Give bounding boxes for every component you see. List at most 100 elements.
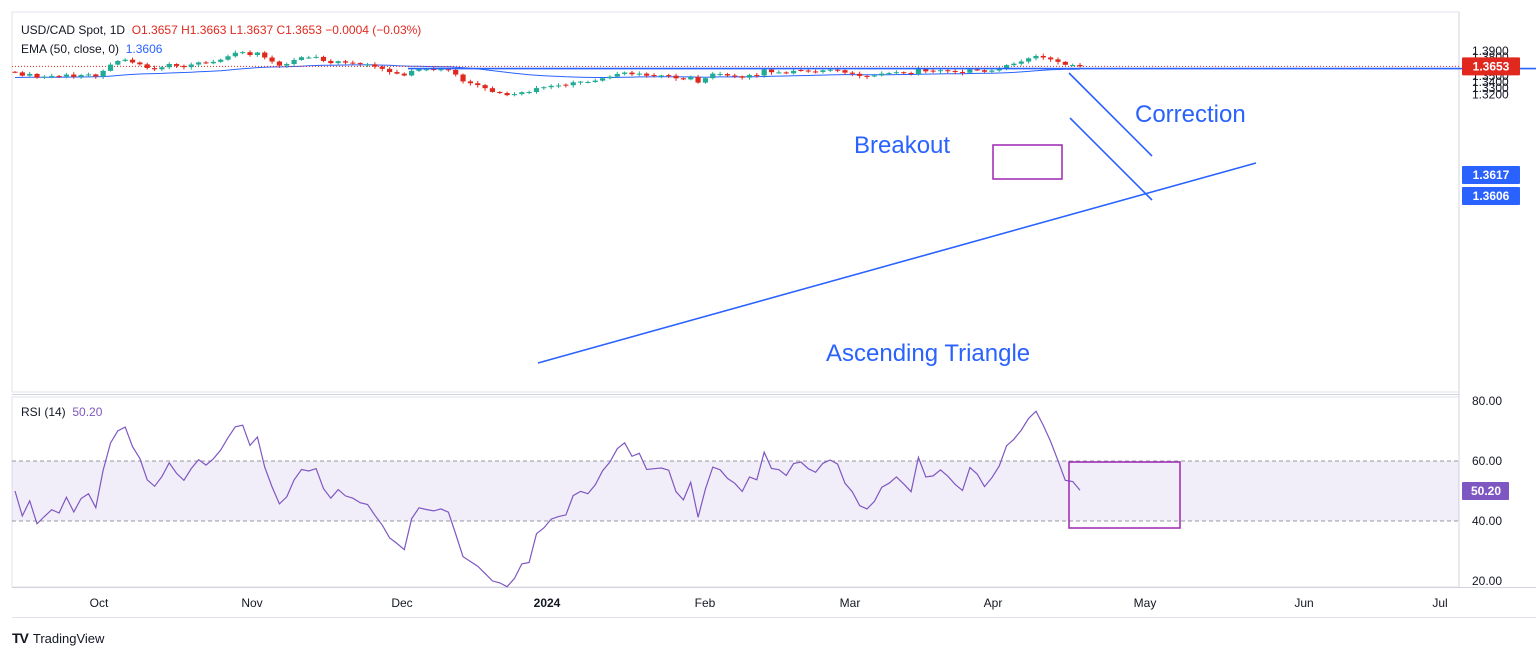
candle-body <box>107 64 114 71</box>
candle-body <box>673 75 679 79</box>
rsi-line <box>14 410 1081 588</box>
candle-body <box>790 70 797 74</box>
rsi-tick-label: 40.00 <box>1472 514 1502 528</box>
candle-body <box>269 57 275 62</box>
candle-body <box>651 74 657 76</box>
candle-body <box>262 52 268 58</box>
candle-body <box>181 65 187 68</box>
candle-body <box>577 81 584 83</box>
candle-body <box>871 75 877 77</box>
candle-body <box>585 82 591 83</box>
x-tick-label: Dec <box>391 596 412 610</box>
rsi-legend[interactable]: RSI (14) 50.20 <box>21 405 102 419</box>
candle-body <box>952 70 958 72</box>
candle-body <box>1033 55 1039 59</box>
candle-body <box>937 70 944 72</box>
candle-body <box>996 68 1002 71</box>
x-tick-label: Jun <box>1294 596 1313 610</box>
candle-body <box>592 80 598 82</box>
candle-body <box>467 81 473 84</box>
x-tick-label: Jul <box>1432 596 1447 610</box>
price-tag-text: 1.3617 <box>1473 168 1510 182</box>
candle-body <box>511 94 518 96</box>
ohlc-values: O1.3657 H1.3663 L1.3637 C1.3653 −0.0004 … <box>131 23 422 37</box>
x-tick-label: Oct <box>90 596 109 610</box>
candle-body <box>533 88 540 93</box>
tradingview-brand[interactable]: TV TradingView <box>12 630 104 646</box>
candle-body <box>930 70 936 72</box>
candle-body <box>761 69 767 76</box>
candle-body <box>798 69 804 71</box>
x-tick-label: May <box>1134 596 1157 610</box>
candle-body <box>967 69 973 73</box>
candle-body <box>614 73 620 77</box>
candle-body <box>959 71 966 73</box>
rsi-pane <box>11 396 1460 588</box>
price-tick-label: 1.3900 <box>1472 44 1509 58</box>
candle-body <box>173 64 180 66</box>
price-tag-last <box>1462 57 1520 76</box>
candle-body <box>482 85 488 89</box>
candle-body <box>644 73 650 76</box>
candle-body <box>416 68 422 71</box>
candle-body <box>1070 64 1076 66</box>
candle-body <box>1048 57 1054 60</box>
candle-body <box>137 62 143 65</box>
price-tag-text: 1.3653 <box>1473 59 1510 73</box>
price-pane <box>11 11 1460 393</box>
candle-body <box>453 69 459 75</box>
candle-body <box>115 60 121 65</box>
candle-body <box>394 72 400 74</box>
candle-body <box>497 91 503 94</box>
candle-body <box>555 85 562 87</box>
candle-body <box>666 75 672 77</box>
candle-body <box>41 76 47 78</box>
candle-body <box>1026 58 1032 62</box>
candle-body <box>607 76 613 79</box>
candle-body <box>12 71 18 73</box>
candle-body <box>695 77 701 83</box>
x-tick-label: Apr <box>984 596 1003 610</box>
candle-body <box>232 52 238 57</box>
candle-body <box>122 59 128 61</box>
candle-body <box>629 72 635 75</box>
price-tag-resistance <box>1462 166 1520 184</box>
ema-line <box>14 64 1081 78</box>
price-tag-ema <box>1462 187 1520 205</box>
candle-body <box>1077 64 1083 67</box>
candle-body <box>276 61 283 66</box>
candle-body <box>945 70 951 72</box>
candle-body <box>254 52 260 56</box>
symbol-legend[interactable]: USD/CAD Spot, 1D O1.3657 H1.3663 L1.3637… <box>21 23 421 37</box>
candle-body <box>570 82 576 86</box>
candle-body <box>1055 59 1061 62</box>
candle-body <box>71 74 77 77</box>
candle-body <box>857 73 863 76</box>
breakout-box <box>992 144 1063 180</box>
candle-body <box>908 73 914 75</box>
rsi-tick-label: 60.00 <box>1472 454 1502 468</box>
price-tick-label: 1.3400 <box>1472 75 1509 89</box>
candle-body <box>1003 65 1010 69</box>
candle-body <box>1040 55 1046 58</box>
candle-body <box>298 57 305 60</box>
candle-body <box>746 75 753 78</box>
candle-body <box>600 78 606 81</box>
candle-body <box>225 56 231 60</box>
candle-body <box>835 69 841 71</box>
candle-body <box>489 88 496 92</box>
rsi-tick-label: 80.00 <box>1472 394 1502 408</box>
candle-body <box>335 61 341 64</box>
candle-body <box>702 78 709 83</box>
ema-legend[interactable]: EMA (50, close, 0) 1.3606 <box>21 42 162 56</box>
price-tag-text: 1.3606 <box>1473 189 1510 203</box>
candle-body <box>820 70 826 72</box>
candle-body <box>842 70 848 73</box>
candle-body <box>291 59 297 65</box>
candle-body <box>93 74 99 77</box>
candle-body <box>504 93 510 96</box>
correction-upper-line <box>1068 72 1153 157</box>
ema-label: EMA (50, close, 0) <box>21 42 120 56</box>
candle-body <box>981 70 988 72</box>
